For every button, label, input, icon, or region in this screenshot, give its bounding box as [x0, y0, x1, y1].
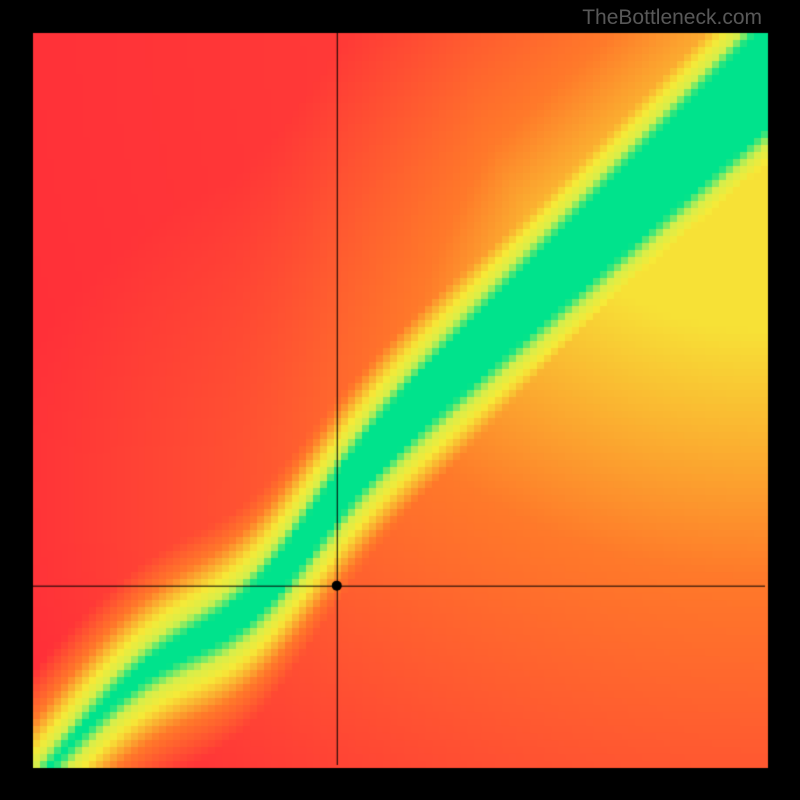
bottleneck-heatmap [0, 0, 800, 800]
chart-container: TheBottleneck.com [0, 0, 800, 800]
watermark-label: TheBottleneck.com [582, 6, 762, 30]
